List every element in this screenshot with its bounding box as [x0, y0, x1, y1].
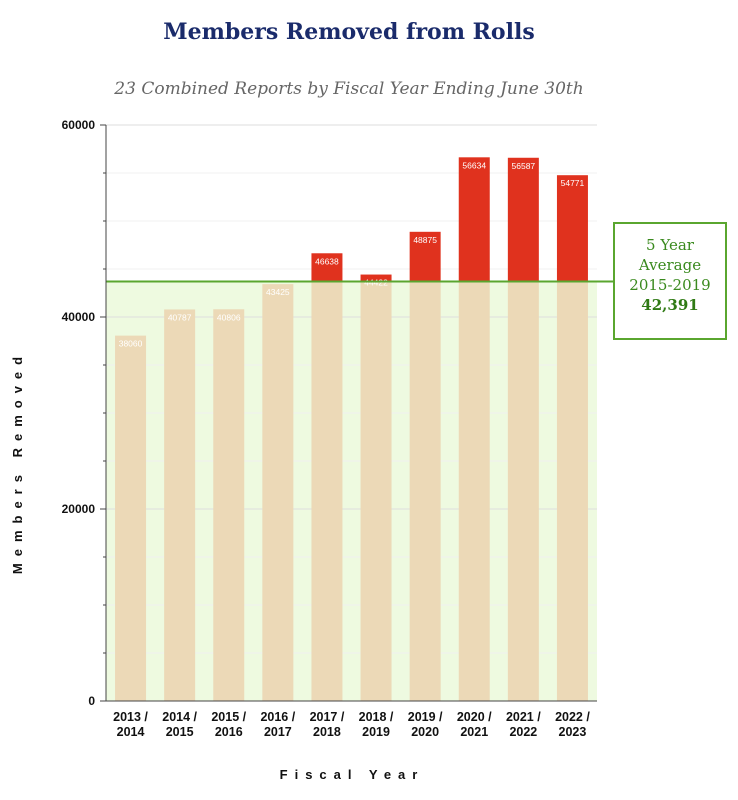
bar-group: 40787 2014 /2015 [162, 309, 198, 739]
bar-group: 54771 2022 /2023 [555, 175, 590, 739]
x-tick-label: 2019 [362, 725, 390, 739]
bar-above-average [458, 157, 490, 282]
average-label-line: 2015-2019 [629, 276, 710, 294]
bar-group: 43425 2016 /2017 [260, 284, 296, 739]
bar-above-average [507, 157, 539, 282]
bar-value-label: 40787 [168, 312, 192, 322]
bar-base [115, 335, 147, 701]
average-reference: 5 Year Average 2015-2019 42,391 [106, 222, 727, 340]
x-axis-label: Fiscal Year [280, 767, 425, 782]
x-tick-label: 2022 / [555, 710, 590, 724]
bar-value-label: 48875 [413, 235, 437, 245]
x-tick-label: 2018 / [359, 710, 394, 724]
bars: 38060 2013 /2014 40787 2014 /2015 40806 2015 … [113, 157, 590, 739]
chart-title: Members Removed from Rolls [163, 19, 534, 45]
bar-base [311, 281, 343, 701]
x-tick-label: 2015 / [211, 710, 246, 724]
bar-value-label: 56587 [512, 161, 536, 171]
bar-above-average [311, 253, 343, 282]
bar-base [213, 309, 245, 701]
y-tick-label: 0 [88, 694, 95, 708]
bar-group: 48875 2019 /2020 [408, 231, 443, 739]
x-tick-label: 2016 [215, 725, 243, 739]
bar-group: 56587 2021 /2022 [506, 157, 541, 739]
x-tick-label: 2017 [264, 725, 292, 739]
bar-base [164, 309, 196, 701]
chart-subtitle: 23 Combined Reports by Fiscal Year Endin… [113, 79, 583, 99]
bar-group: 46638 2017 /2018 [310, 253, 345, 739]
x-tick-label: 2014 / [162, 710, 197, 724]
bar-value-label: 44422 [364, 278, 388, 288]
bar-above-average [409, 231, 441, 282]
average-label-line: 5 Year [646, 236, 695, 254]
x-tick-label: 2022 [509, 725, 537, 739]
bar-value-label: 38060 [119, 339, 143, 349]
bar-base [409, 281, 441, 701]
y-tick-label: 40000 [62, 310, 96, 324]
x-tick-label: 2018 [313, 725, 341, 739]
average-callout-box [613, 222, 727, 340]
bar-base [360, 281, 392, 701]
x-tick-label: 2017 / [310, 710, 345, 724]
average-label-line: Average [638, 256, 701, 274]
bar-value-label: 56634 [462, 160, 486, 170]
x-tick-label: 2023 [559, 725, 587, 739]
bar-group: 44422 2018 /2019 [359, 274, 394, 739]
x-tick-label: 2020 / [457, 710, 492, 724]
bar-group: 38060 2013 /2014 [113, 335, 148, 739]
bar-value-label: 54771 [561, 178, 585, 188]
bar-value-label: 46638 [315, 256, 339, 266]
bar-above-average [360, 274, 392, 282]
x-tick-label: 2015 [166, 725, 194, 739]
bar-group: 40806 2015 /2016 [211, 309, 247, 739]
y-tick-label: 60000 [62, 118, 96, 132]
bar-group: 56634 2020 /2021 [457, 157, 492, 739]
average-value: 42,391 [641, 296, 698, 314]
bar-base [458, 281, 490, 701]
x-tick-label: 2014 [117, 725, 145, 739]
bar-above-average [556, 175, 588, 282]
x-tick-label: 2021 / [506, 710, 541, 724]
bar-value-label: 40806 [217, 312, 241, 322]
bar-base [507, 281, 539, 701]
y-tick-label: 20000 [62, 502, 96, 516]
y-axis-label: Members Removed [10, 350, 25, 574]
x-tick-label: 2013 / [113, 710, 148, 724]
bar-value-label: 43425 [266, 287, 290, 297]
bar-base [262, 284, 294, 701]
bar-base [556, 281, 588, 701]
x-tick-label: 2019 / [408, 710, 443, 724]
x-tick-label: 2016 / [260, 710, 295, 724]
x-tick-label: 2020 [411, 725, 439, 739]
axes: 0 20000 40000 60000 [62, 118, 597, 708]
x-tick-label: 2021 [460, 725, 488, 739]
